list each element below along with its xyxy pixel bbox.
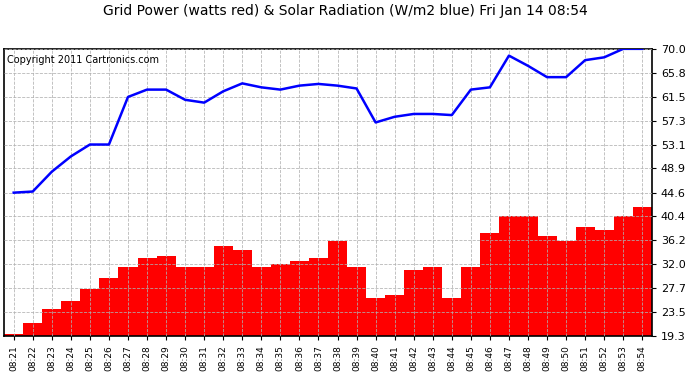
Bar: [595, 230, 613, 336]
Bar: [442, 298, 462, 336]
Bar: [42, 309, 61, 336]
Bar: [23, 324, 42, 336]
Text: Copyright 2011 Cartronics.com: Copyright 2011 Cartronics.com: [8, 55, 159, 64]
Bar: [4, 334, 23, 336]
Bar: [233, 250, 252, 336]
Bar: [119, 267, 137, 336]
Bar: [575, 227, 595, 336]
Bar: [195, 267, 214, 336]
Bar: [61, 301, 80, 336]
Bar: [366, 298, 385, 336]
Bar: [290, 261, 309, 336]
Text: Grid Power (watts red) & Solar Radiation (W/m2 blue) Fri Jan 14 08:54: Grid Power (watts red) & Solar Radiation…: [103, 4, 587, 18]
Bar: [137, 258, 157, 336]
Bar: [404, 270, 423, 336]
Bar: [423, 267, 442, 336]
Bar: [613, 216, 633, 336]
Bar: [214, 246, 233, 336]
Bar: [518, 216, 538, 336]
Bar: [557, 242, 575, 336]
Bar: [328, 242, 347, 336]
Bar: [252, 267, 271, 336]
Bar: [271, 264, 290, 336]
Bar: [633, 207, 652, 336]
Bar: [80, 290, 99, 336]
Bar: [480, 233, 500, 336]
Bar: [538, 236, 557, 336]
Bar: [347, 267, 366, 336]
Bar: [385, 295, 404, 336]
Bar: [309, 258, 328, 336]
Bar: [175, 267, 195, 336]
Bar: [500, 216, 518, 336]
Bar: [157, 255, 175, 336]
Bar: [462, 267, 480, 336]
Bar: [99, 278, 119, 336]
